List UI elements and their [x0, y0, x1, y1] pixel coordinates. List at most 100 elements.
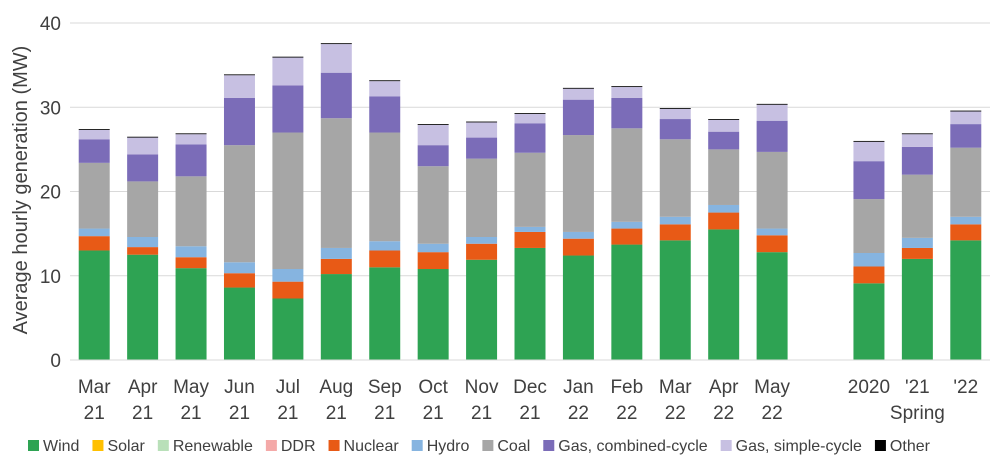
bar-segment-nuclear: [514, 231, 546, 248]
bar-segment-gas-simple-cycle: [514, 113, 546, 124]
y-tick-label-20: 20: [40, 183, 61, 204]
bar-segment-gas-simple-cycle: [78, 129, 110, 140]
x-tick-label: Nov: [465, 377, 499, 398]
bar-segment-gas-combined-cycle: [659, 119, 691, 140]
bar-segment-hydro: [659, 216, 691, 225]
bar-segment-hydro: [223, 262, 255, 274]
bar-segment-gas-simple-cycle: [223, 75, 255, 98]
bar-segment-wind: [708, 229, 740, 360]
legend-swatch-hydro: [411, 440, 423, 451]
bar-segment-nuclear: [611, 228, 643, 245]
bar-segment-other: [272, 56, 304, 58]
y-axis-label: Average hourly generation (MW): [10, 46, 32, 335]
bar-stack-6: [369, 80, 401, 360]
bar-segment-coal: [562, 135, 594, 232]
x-tick-label: Sep: [368, 377, 402, 398]
bar-segment-nuclear: [756, 235, 788, 253]
bar-segment-gas-simple-cycle: [708, 119, 740, 132]
bar-segment-gas-simple-cycle: [853, 141, 885, 162]
bar-segment-gas-combined-cycle: [369, 96, 401, 133]
bar-stack-3: [223, 74, 255, 360]
bar-segment-wind: [320, 274, 352, 360]
x-tick-label-line2: 21: [471, 403, 492, 424]
bar-segment-wind: [853, 283, 885, 360]
bar-segment-wind: [611, 244, 643, 360]
bar-segment-coal: [514, 152, 546, 227]
bar-segment-gas-combined-cycle: [901, 146, 933, 175]
bar-segment-wind: [514, 247, 546, 360]
legend-swatch-ddr: [265, 440, 277, 451]
bar-segment-other: [78, 129, 110, 130]
bar-segment-hydro: [78, 228, 110, 237]
bar-segment-wind: [127, 254, 159, 360]
bar-segment-coal: [901, 174, 933, 238]
legend-label-ddr: DDR: [281, 438, 316, 455]
bar-segment-wind: [950, 240, 982, 360]
bar-segment-nuclear: [320, 258, 352, 275]
bar-segment-hydro: [369, 241, 401, 251]
legend-swatch-coal: [482, 440, 494, 451]
bar-stack-16: [853, 140, 885, 360]
legend-swatch-gas-combined-cycle: [543, 440, 555, 451]
bar-stack-9: [514, 113, 546, 360]
bar-segment-wind: [369, 267, 401, 360]
bar-segment-gas-simple-cycle: [466, 122, 498, 138]
bar-segment-coal: [78, 162, 110, 229]
bar-stack-12: [659, 108, 691, 360]
bar-stack-1: [127, 136, 159, 360]
x-tick-label-line2: 22: [713, 403, 734, 424]
bar-segment-gas-combined-cycle: [223, 97, 255, 146]
bar-segment-hydro: [756, 228, 788, 236]
bar-segment-nuclear: [950, 224, 982, 241]
bar-stack-13: [708, 119, 740, 360]
legend-swatch-nuclear: [328, 440, 340, 451]
x-tick-label-line2: 21: [326, 403, 347, 424]
bar-stack-4: [272, 56, 304, 360]
legend-label-gas-combined-cycle: Gas, combined-cycle: [558, 438, 707, 455]
bar-segment-coal: [466, 158, 498, 237]
y-tick-label-10: 10: [40, 267, 61, 288]
bar-segment-gas-combined-cycle: [78, 139, 110, 163]
bar-segment-gas-combined-cycle: [466, 137, 498, 159]
bar-segment-coal: [272, 132, 304, 270]
bar-segment-hydro: [708, 204, 740, 213]
bar-segment-gas-combined-cycle: [950, 124, 982, 148]
bar-stack-18: [950, 110, 982, 360]
legend-label-solar: Solar: [107, 438, 145, 455]
bar-segment-coal: [127, 181, 159, 237]
x-tick-label: Apr: [128, 377, 158, 398]
x-tick-label-line2: 21: [132, 403, 153, 424]
bar-segment-hydro: [272, 269, 304, 282]
bar-segment-gas-simple-cycle: [901, 134, 933, 147]
x-tick-label-line2: 22: [568, 403, 589, 424]
bar-segment-wind: [272, 298, 304, 360]
bar-stack-8: [466, 121, 498, 360]
legend-swatch-wind: [28, 440, 39, 451]
bar-segment-nuclear: [369, 250, 401, 268]
bar-segment-other: [223, 74, 255, 76]
bar-segment-wind: [223, 287, 255, 360]
bar-segment-gas-combined-cycle: [611, 97, 643, 129]
legend-label-wind: Wind: [43, 438, 79, 455]
bar-segment-gas-combined-cycle: [417, 145, 449, 167]
bar-segment-hydro: [320, 247, 352, 259]
x-tick-label-line2: 21: [84, 403, 105, 424]
x-tick-label: Mar: [659, 377, 692, 398]
bar-segment-wind: [562, 255, 594, 360]
x-tick-label-line2: 22: [665, 403, 686, 424]
bar-segment-coal: [369, 132, 401, 242]
bar-segment-other: [562, 87, 594, 89]
bar-segment-other: [708, 119, 740, 120]
bar-segment-hydro: [127, 236, 159, 248]
bar-segment-gas-simple-cycle: [369, 81, 401, 97]
bar-segment-other: [175, 133, 207, 135]
bars: [78, 43, 982, 360]
bar-segment-gas-simple-cycle: [756, 104, 788, 121]
legend-label-other: Other: [890, 438, 931, 455]
bar-segment-other: [756, 103, 788, 105]
x-tick-label: Jun: [224, 377, 255, 398]
bar-segment-gas-combined-cycle: [708, 131, 740, 150]
bar-segment-nuclear: [466, 243, 498, 260]
bar-segment-hydro: [950, 216, 982, 225]
